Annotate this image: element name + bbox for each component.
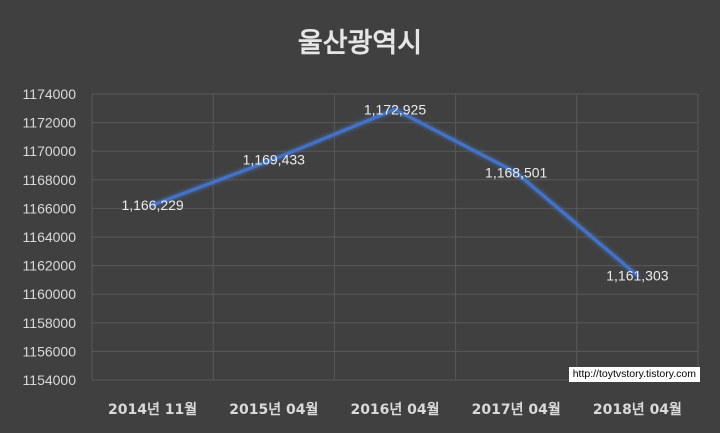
y-tick-label: 1170000 [23, 143, 77, 159]
y-tick-label: 1158000 [23, 315, 77, 331]
data-point [393, 107, 397, 111]
data-point [272, 157, 276, 161]
chart-title: 울산광역시 [298, 28, 422, 59]
y-tick-label: 1172000 [23, 115, 77, 131]
x-tick-label: 2015년 04월 [229, 401, 318, 418]
series-line-group [151, 107, 640, 278]
y-tick-label: 1164000 [23, 229, 77, 245]
x-tick-label: 2017년 04월 [472, 401, 561, 418]
series-line [151, 107, 640, 278]
y-tick-label: 1174000 [23, 86, 77, 102]
data-label: 1,172,925 [364, 101, 426, 117]
data-point [514, 171, 518, 175]
data-label: 1,169,433 [243, 151, 305, 167]
data-point [151, 203, 155, 207]
data-label: 1,166,229 [121, 197, 183, 213]
data-label: 1,168,501 [485, 165, 547, 181]
x-tick-label: 2016년 04월 [350, 401, 439, 418]
y-tick-label: 1168000 [23, 172, 77, 188]
y-tick-label: 1156000 [23, 343, 77, 359]
y-tick-label: 1154000 [23, 372, 77, 388]
y-tick-label: 1162000 [23, 258, 77, 274]
x-tick-label: 2018년 04월 [593, 401, 682, 418]
y-tick-label: 1160000 [23, 286, 77, 302]
data-label: 1,161,303 [606, 268, 668, 284]
y-axis-ticks: 1174000 1172000 1170000 1168000 1166000 11640… [23, 86, 77, 388]
x-axis-ticks: 2014년 11월 2015년 04월 2016년 04월 2017년 04월 2018… [108, 401, 682, 418]
watermark-url: http://toytvstory.tistory.com [568, 367, 700, 382]
y-tick-label: 1166000 [23, 200, 77, 216]
data-labels: 1,166,229 1,169,433 1,172,925 1,168,501 1,16… [121, 101, 668, 283]
data-point [635, 273, 640, 278]
gridlines [91, 93, 699, 381]
x-tick-label: 2014년 11월 [108, 401, 197, 418]
